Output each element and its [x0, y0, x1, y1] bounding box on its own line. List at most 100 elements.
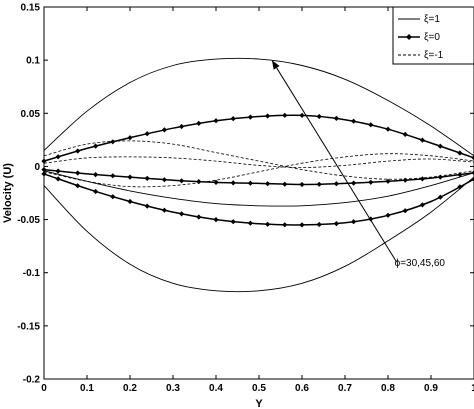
series-marker-diamond-4-24 — [457, 172, 463, 178]
series-marker-diamond-5-7 — [161, 207, 167, 213]
y-tick-label-1: 0.1 — [26, 56, 40, 67]
series-marker-diamond-5-25 — [471, 176, 474, 182]
x-axis-label: Y — [255, 398, 263, 409]
series-marker-diamond-3-8 — [179, 123, 185, 130]
series-marker-diamond-3-9 — [196, 120, 202, 126]
series-marker-diamond-4-7 — [161, 177, 167, 183]
legend-marker-diamond — [406, 34, 412, 40]
series-marker-diamond-5-9 — [196, 214, 202, 220]
series-marker-diamond-4-6 — [144, 175, 150, 181]
series-marker-diamond-3-11 — [230, 116, 236, 122]
series-marker-diamond-4-5 — [127, 174, 133, 180]
series-marker-diamond-3-6 — [144, 131, 150, 137]
series-marker-diamond-5-1 — [55, 176, 61, 182]
series-marker-diamond-5-18 — [351, 219, 357, 225]
series-marker-diamond-4-16 — [316, 181, 322, 187]
series-marker-diamond-3-15 — [299, 112, 305, 118]
y-tick-labels: 0.15 0.1 0.05 0 -0.05 -0.1 -0.15 -0.2 — [17, 3, 40, 386]
series-marker-diamond-3-20 — [385, 126, 391, 132]
y-tick-label-5: -0.1 — [23, 268, 41, 279]
series-marker-diamond-4-12 — [247, 180, 253, 186]
x-tick-label-0: 0 — [41, 383, 47, 394]
series-marker-diamond-4-2 — [75, 170, 81, 176]
series-marker-diamond-4-14 — [282, 181, 288, 187]
series-marker-diamond-4-15 — [299, 181, 305, 188]
series-marker-diamond-5-22 — [419, 202, 425, 208]
annotation-label: ϕ=30,45,60 — [395, 258, 446, 269]
series-marker-diamond-4-22 — [419, 176, 425, 182]
series-marker-diamond-3-21 — [402, 131, 408, 137]
series-marker-diamond-3-18 — [351, 118, 357, 124]
x-tick-label-8: 0.8 — [381, 383, 395, 394]
series-marker-diamond-5-10 — [213, 217, 219, 223]
y-tick-label-7: -0.2 — [23, 375, 41, 386]
series-marker-diamond-3-4 — [110, 139, 116, 145]
series-marker-diamond-5-20 — [385, 212, 391, 218]
series-marker-diamond-5-2 — [75, 183, 81, 189]
series-line-diamond-5 — [43, 173, 474, 226]
series-marker-diamond-3-12 — [247, 114, 253, 120]
legend-label-xi-minus-1: ξ=-1 — [424, 50, 444, 61]
series-marker-diamond-3-22 — [419, 137, 425, 143]
x-tick-label-5: 0.5 — [252, 383, 266, 394]
series-marker-diamond-5-15 — [299, 222, 305, 228]
series-marker-diamond-4-10 — [213, 179, 219, 185]
x-tick-label-10: 1 — [471, 383, 474, 394]
series-marker-diamond-3-3 — [93, 143, 99, 149]
series-marker-diamond-4-8 — [179, 178, 185, 184]
annotation-arrow-head — [271, 60, 280, 70]
y-tick-label-2: 0.05 — [21, 109, 41, 120]
series-marker-diamond-3-14 — [282, 112, 288, 118]
series-marker-diamond-4-3 — [93, 172, 99, 178]
series-marker-diamond-3-25 — [471, 155, 474, 161]
series-line-solid-2 — [43, 170, 474, 207]
series-line-diamond-4 — [43, 168, 474, 186]
annotation-arrow-line — [276, 67, 398, 263]
series-line-dashed-6 — [43, 140, 474, 180]
series-marker-diamond-5-12 — [247, 220, 253, 226]
series-marker-diamond-4-13 — [265, 181, 271, 187]
series-marker-diamond-5-24 — [457, 184, 463, 190]
series-marker-diamond-4-19 — [368, 179, 374, 185]
series-marker-diamond-3-5 — [127, 135, 133, 141]
series-line-dashed-7 — [43, 156, 474, 168]
series-marker-diamond-5-13 — [265, 221, 271, 227]
series-marker-diamond-5-6 — [144, 203, 150, 209]
legend-box — [392, 6, 474, 65]
series-line-diamond-3 — [43, 114, 474, 162]
series-marker-diamond-5-4 — [110, 194, 116, 200]
series-line-solid-0 — [43, 57, 474, 157]
series-marker-diamond-3-17 — [333, 115, 339, 121]
series-marker-diamond-3-23 — [437, 143, 443, 149]
series-marker-diamond-3-10 — [213, 118, 219, 124]
annotation-layer: ϕ=30,45,60 — [271, 60, 446, 269]
series-marker-diamond-4-11 — [230, 180, 236, 186]
x-tick-label-6: 0.6 — [295, 383, 309, 394]
x-tick-label-2: 0.2 — [123, 383, 137, 394]
plot-lines — [41, 57, 474, 293]
series-marker-diamond-5-3 — [93, 188, 99, 195]
x-tick-label-7: 0.7 — [338, 383, 352, 394]
series-marker-diamond-5-11 — [230, 219, 236, 225]
x-tick-label-4: 0.4 — [209, 383, 223, 394]
series-marker-diamond-3-16 — [316, 113, 322, 120]
series-line-solid-1 — [43, 176, 474, 293]
y-tick-label-3: 0 — [34, 162, 40, 173]
series-marker-diamond-3-7 — [161, 127, 167, 133]
legend: ξ=1 ξ=0 ξ=-1 — [392, 6, 474, 65]
series-marker-diamond-4-1 — [55, 168, 61, 174]
y-tick-label-0: 0.15 — [21, 3, 41, 14]
legend-label-xi-0: ξ=0 — [424, 32, 440, 43]
series-marker-diamond-4-4 — [110, 173, 116, 179]
series-marker-diamond-4-17 — [333, 181, 339, 187]
series-marker-diamond-5-17 — [333, 221, 339, 227]
series-marker-diamond-3-2 — [75, 148, 81, 154]
series-line-dashed-8 — [43, 153, 474, 188]
x-tick-label-3: 0.3 — [166, 383, 180, 394]
series-marker-diamond-5-23 — [437, 194, 443, 200]
y-axis-label: Velocity (U) — [2, 163, 14, 223]
x-tick-label-9: 0.9 — [424, 383, 438, 394]
series-marker-diamond-4-20 — [385, 178, 391, 184]
